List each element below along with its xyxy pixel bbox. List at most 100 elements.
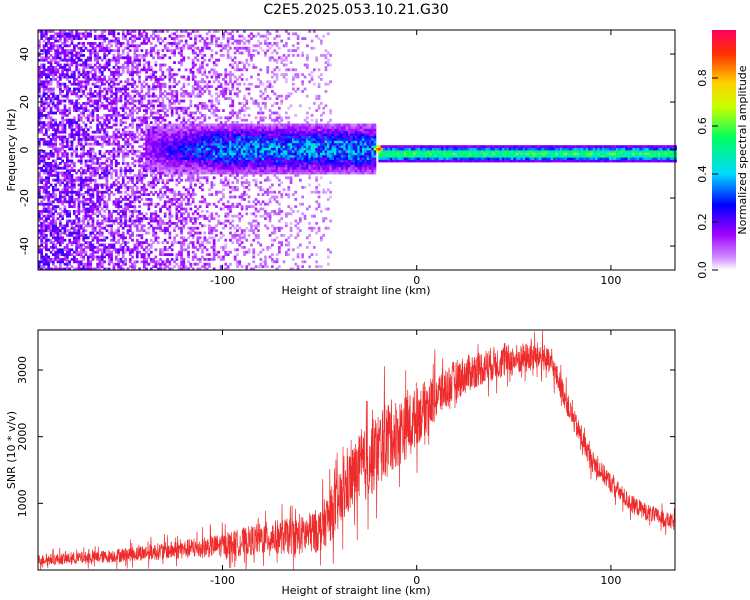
spectrogram-cell bbox=[86, 164, 90, 168]
spectrogram-cell bbox=[233, 159, 237, 163]
spectrogram-cell bbox=[184, 166, 188, 170]
spectrogram-cell bbox=[189, 126, 193, 129]
spectrogram-cell bbox=[38, 210, 41, 213]
spectrogram-cell bbox=[89, 188, 92, 192]
spectrogram-cell bbox=[66, 214, 69, 218]
spectrogram-cell bbox=[224, 262, 228, 266]
spectrogram-cell bbox=[175, 140, 179, 144]
spectrogram-cell bbox=[196, 135, 200, 139]
spectrogram-cell bbox=[219, 190, 223, 194]
spectrogram-cell bbox=[205, 150, 209, 153]
spectrogram-cell bbox=[142, 193, 146, 196]
spectrogram-cell bbox=[191, 255, 195, 259]
spectrogram-cell bbox=[154, 94, 158, 98]
spectrogram-cell bbox=[93, 142, 97, 146]
spectrogram-cell bbox=[75, 121, 78, 124]
spectrogram-cell bbox=[66, 174, 69, 177]
spectrogram-cell bbox=[40, 154, 43, 158]
spectrogram-cell bbox=[114, 255, 118, 259]
spectrogram-cell bbox=[208, 214, 211, 218]
spectrogram-cell bbox=[138, 109, 141, 112]
spectrogram-cell bbox=[149, 42, 153, 45]
spectrogram-cell bbox=[77, 253, 81, 256]
spectrogram-cell bbox=[161, 145, 165, 148]
spectrogram-cell bbox=[91, 171, 95, 175]
spectrogram-cell bbox=[222, 94, 225, 98]
spectrogram-cell bbox=[110, 39, 113, 43]
spectrogram-cell bbox=[98, 63, 102, 67]
spectrogram-cell bbox=[77, 130, 81, 134]
spectrogram-cell bbox=[138, 138, 141, 141]
spectrogram-cell bbox=[140, 97, 144, 100]
spectrogram-cell bbox=[91, 212, 95, 216]
spectrogram-cell bbox=[84, 159, 88, 163]
spectrogram-cell bbox=[124, 152, 127, 156]
spectrogram-cell bbox=[145, 130, 148, 134]
spectrogram-cell bbox=[77, 188, 81, 192]
spectrogram-cell bbox=[42, 106, 46, 110]
spectrogram-cell bbox=[42, 236, 46, 240]
spectrogram-cell bbox=[82, 222, 85, 225]
spectrogram-cell bbox=[114, 200, 118, 204]
spectrogram-cell bbox=[180, 30, 183, 33]
spectrogram-cell bbox=[75, 248, 78, 252]
spectrogram-cell bbox=[100, 32, 104, 36]
spectrogram-cell bbox=[49, 138, 53, 141]
spectrogram-cell bbox=[135, 46, 139, 50]
spectrogram-cell bbox=[70, 243, 74, 247]
spectrogram-cell bbox=[66, 267, 69, 271]
spectrogram-cell bbox=[49, 241, 53, 244]
spectrogram-cell bbox=[45, 73, 48, 76]
spectrogram-cell bbox=[159, 63, 162, 67]
spectrogram-cell bbox=[191, 234, 195, 237]
spectrogram-cell bbox=[231, 104, 235, 108]
spectrogram-cell bbox=[194, 56, 197, 60]
spectrogram-cell bbox=[196, 109, 200, 112]
spectrogram-cell bbox=[142, 58, 146, 62]
spectrogram-cell bbox=[212, 226, 216, 230]
spectrogram-cell bbox=[198, 126, 202, 129]
spectrogram-cell bbox=[100, 73, 104, 76]
spectrogram-cell bbox=[142, 183, 146, 187]
spectrogram-cell bbox=[82, 111, 85, 115]
spectrogram-cell bbox=[42, 68, 46, 72]
spectrogram-cell bbox=[236, 68, 239, 72]
spectrogram-cell bbox=[117, 99, 120, 103]
spectrogram-cell bbox=[96, 128, 99, 132]
spectrogram-cell bbox=[103, 82, 106, 86]
spectrogram-cell bbox=[110, 102, 113, 105]
spectrogram-cell bbox=[189, 229, 193, 232]
spectrogram-cell bbox=[100, 44, 104, 48]
spectrogram-cell bbox=[82, 200, 85, 204]
spectrogram-cell bbox=[124, 210, 127, 213]
spectrogram-cell bbox=[226, 171, 230, 175]
spectrogram-cell bbox=[93, 51, 97, 55]
spectrogram-cell bbox=[121, 241, 125, 244]
spectrogram-cell bbox=[135, 73, 139, 76]
spectrogram-cell bbox=[161, 118, 165, 122]
spectrogram-cell bbox=[210, 154, 214, 158]
spectrogram-cell bbox=[79, 80, 83, 84]
spectrogram-cell bbox=[212, 241, 216, 244]
spectrogram-cell bbox=[54, 255, 57, 259]
spectrogram-cell bbox=[161, 63, 165, 67]
spectrogram-cell bbox=[173, 222, 176, 225]
spectrogram-cell bbox=[68, 140, 71, 144]
spectrogram-cell bbox=[154, 226, 158, 230]
spectrogram-cell bbox=[93, 34, 97, 38]
spectrogram-cell bbox=[70, 90, 74, 93]
spectrogram-cell bbox=[170, 178, 174, 182]
spectrogram-cell bbox=[124, 140, 127, 144]
spectrogram-cell bbox=[84, 265, 88, 268]
spectrogram-cell bbox=[73, 92, 76, 96]
spectrogram-cell bbox=[54, 178, 57, 182]
spectrogram-cell bbox=[93, 138, 97, 141]
spectrogram-cell bbox=[105, 188, 109, 192]
spectrogram-cell bbox=[145, 106, 148, 110]
spectrogram-cell bbox=[121, 181, 125, 184]
spectrogram-cell bbox=[196, 104, 200, 108]
spectrogram-cell bbox=[194, 164, 197, 168]
spectrogram-cell bbox=[59, 207, 62, 211]
spectrogram-cell bbox=[42, 70, 46, 74]
spectrogram-cell bbox=[103, 236, 106, 240]
